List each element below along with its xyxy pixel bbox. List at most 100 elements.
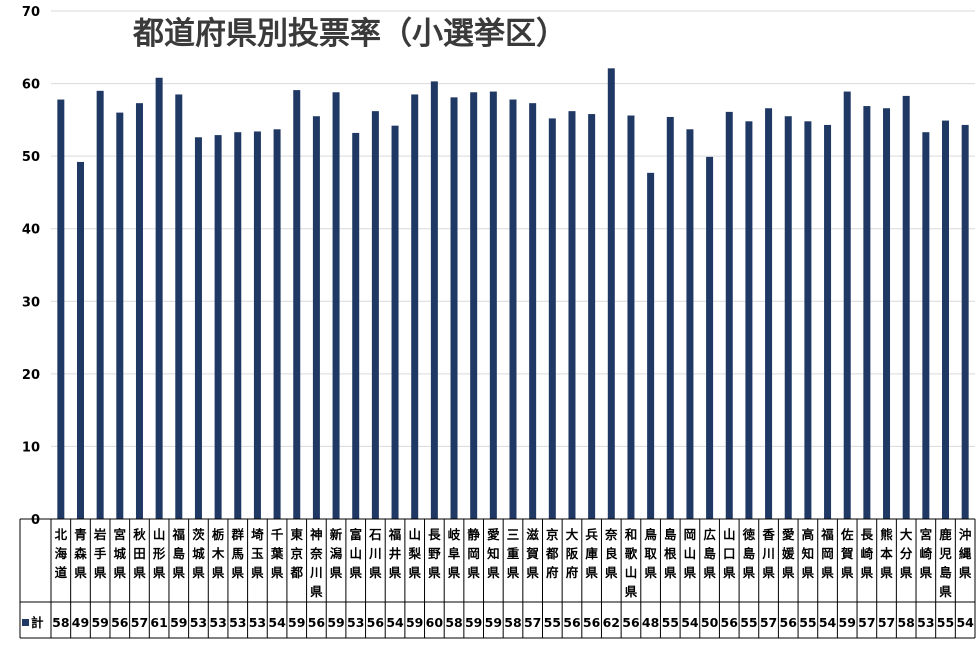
bar xyxy=(273,129,281,519)
data-label: 55 xyxy=(662,615,679,630)
x-tick-label: 広島県 xyxy=(703,527,716,580)
data-label: 59 xyxy=(91,615,108,630)
data-label: 58 xyxy=(445,615,462,630)
data-label: 61 xyxy=(150,615,167,630)
data-label: 50 xyxy=(701,615,719,630)
bar xyxy=(391,125,399,520)
bar xyxy=(666,116,674,519)
data-label: 59 xyxy=(465,615,482,630)
x-tick-label: 石川県 xyxy=(368,527,382,580)
bar xyxy=(371,111,379,520)
x-tick-label: 山形県 xyxy=(153,527,166,580)
bar xyxy=(194,137,202,519)
x-tick-label: 宮城県 xyxy=(114,527,127,580)
data-label: 59 xyxy=(839,615,856,630)
bar xyxy=(548,118,556,520)
data-label: 53 xyxy=(347,615,364,630)
bar xyxy=(116,112,124,519)
x-tick-label: 三重県 xyxy=(507,527,520,580)
x-tick-label: 青森県 xyxy=(74,527,87,580)
data-table: 北海道青森県岩手県宮城県秋田県山形県福島県茨城県栃木県群馬県埼玉県千葉県東京都神… xyxy=(19,519,976,639)
data-label: 56 xyxy=(780,615,798,630)
bar xyxy=(96,90,104,519)
bar xyxy=(135,103,143,519)
x-tick-label: 群馬県 xyxy=(231,527,245,580)
data-label: 53 xyxy=(917,615,934,630)
data-label: 59 xyxy=(327,615,344,630)
x-tick-label: 福島県 xyxy=(172,527,186,580)
bar xyxy=(470,92,478,519)
x-tick-label: 栃木県 xyxy=(211,527,225,580)
data-label: 57 xyxy=(878,615,895,630)
x-tick-label: 茨城県 xyxy=(192,527,205,580)
data-label: 56 xyxy=(622,615,640,630)
x-tick-label: 滋賀県 xyxy=(525,527,539,580)
bar xyxy=(588,114,596,520)
bar xyxy=(784,116,792,519)
x-tick-label: 千葉県 xyxy=(270,527,284,580)
data-label: 56 xyxy=(583,615,601,630)
bar xyxy=(155,77,163,519)
data-label: 59 xyxy=(288,615,305,630)
bar xyxy=(902,95,910,519)
data-label: 54 xyxy=(956,615,974,630)
bar xyxy=(332,92,340,519)
data-label: 53 xyxy=(190,615,207,630)
bar xyxy=(312,116,320,519)
chart-title: 都道府県別投票率（小選挙区） xyxy=(132,16,567,52)
x-tick-label: 岩手県 xyxy=(93,527,107,580)
x-tick-label: 熊本県 xyxy=(880,527,893,580)
data-label: 55 xyxy=(799,615,816,630)
x-tick-label: 長野県 xyxy=(428,527,441,580)
bar xyxy=(568,111,576,520)
data-label: 55 xyxy=(544,615,561,630)
data-label: 54 xyxy=(268,615,286,630)
data-label: 56 xyxy=(111,615,129,630)
x-tick-label: 新潟県 xyxy=(330,527,343,580)
data-label: 57 xyxy=(760,615,777,630)
y-tick-label: 70 xyxy=(22,5,40,20)
bar xyxy=(430,81,438,519)
x-tick-label: 山口県 xyxy=(723,527,736,580)
bar xyxy=(725,111,733,520)
data-label: 58 xyxy=(897,615,914,630)
data-label: 60 xyxy=(426,615,444,630)
data-label: 54 xyxy=(819,615,837,630)
legend-marker xyxy=(22,619,29,626)
data-label: 57 xyxy=(858,615,875,630)
bar xyxy=(863,106,871,519)
x-tick-label: 京都府 xyxy=(545,527,559,580)
bar xyxy=(352,132,360,520)
bar xyxy=(214,135,222,519)
x-tick-label: 東京都 xyxy=(289,527,303,580)
x-tick-label: 富山県 xyxy=(349,527,362,580)
bar xyxy=(253,131,261,519)
bar xyxy=(175,94,183,519)
legend-label: 計 xyxy=(31,615,44,630)
y-tick-label: 0 xyxy=(31,513,40,528)
x-tick-label: 愛知県 xyxy=(486,527,500,580)
data-label: 57 xyxy=(524,615,541,630)
data-label: 59 xyxy=(485,615,502,630)
data-label: 55 xyxy=(937,615,954,630)
data-label: 62 xyxy=(603,615,620,630)
y-tick-label: 60 xyxy=(22,78,40,93)
data-label: 58 xyxy=(52,615,69,630)
data-label: 54 xyxy=(681,615,699,630)
x-tick-label: 宮崎県 xyxy=(920,527,933,580)
x-tick-label: 奈良県 xyxy=(604,527,618,580)
bar xyxy=(489,91,497,519)
data-label: 59 xyxy=(170,615,187,630)
bar xyxy=(607,68,615,520)
bar xyxy=(765,108,773,519)
x-tick-label: 鹿児島県 xyxy=(938,527,952,599)
bar xyxy=(647,172,655,519)
bar xyxy=(57,99,65,519)
bar xyxy=(745,121,753,520)
x-tick-label: 静岡県 xyxy=(467,527,480,580)
data-label: 56 xyxy=(367,615,385,630)
data-label: 57 xyxy=(131,615,148,630)
x-tick-label: 埼玉県 xyxy=(251,527,264,580)
y-tick-label: 10 xyxy=(22,440,40,455)
